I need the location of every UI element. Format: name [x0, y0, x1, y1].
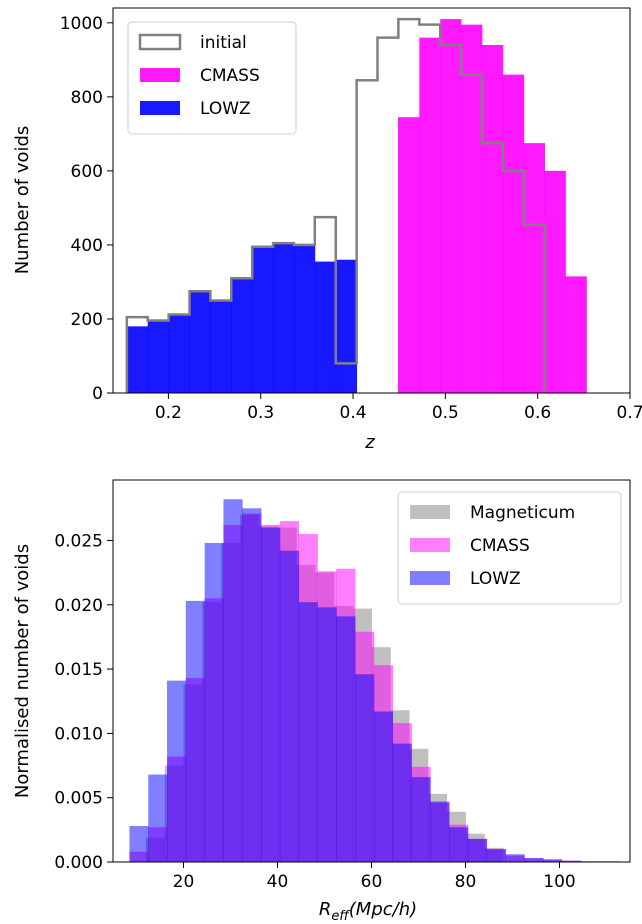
redshift-y-axis-label: Number of voids [12, 126, 33, 275]
y-tick-label: 0 [92, 384, 103, 404]
y-tick-label: 800 [71, 88, 103, 108]
radius-y-axis-label: Normalised number of voids [12, 544, 33, 798]
lowz-bar [336, 616, 356, 862]
lowz-legend-swatch [140, 101, 180, 115]
y-tick-label: 1000 [60, 14, 103, 34]
lowz-bar [167, 680, 187, 862]
lowz-bar [168, 314, 190, 393]
x-tick-label: 0.2 [155, 403, 182, 423]
magneticum-legend-label: Magneticum [470, 503, 575, 523]
radius-x-ticks: 20 40 60 80 100 [173, 862, 576, 892]
lowz-bar [126, 326, 149, 393]
radius-x-axis-label: Reff(Mpc/h) [319, 899, 417, 924]
lowz-bar [486, 849, 506, 862]
lowz-bar [317, 607, 337, 862]
radius-legend: Magneticum CMASS LOWZ [397, 491, 622, 605]
lowz-bar [185, 600, 206, 862]
lowz-bar [373, 711, 394, 862]
x-tick-label: 20 [173, 872, 195, 892]
cmass-legend-label: CMASS [200, 66, 260, 86]
cmass-bar [397, 117, 420, 394]
y-tick-label: 200 [71, 310, 103, 330]
lowz-legend-swatch [410, 571, 450, 585]
cmass-bar [440, 19, 462, 393]
x-tick-label: 40 [267, 872, 289, 892]
lowz-bar [355, 674, 375, 862]
lowz-bar [148, 774, 168, 862]
redshift-histogram: 0.2 0.3 0.4 0.5 0.6 0.7 0 200 400 600 800 1000 z N… [12, 7, 642, 453]
lowz-bar [129, 825, 149, 862]
x-tick-label: 0.7 [616, 403, 642, 423]
lowz-bar [314, 261, 337, 393]
y-tick-label: 600 [71, 162, 103, 182]
y-tick-label: 0.000 [54, 853, 103, 873]
lowz-bar [210, 300, 232, 393]
lowz-legend-label: LOWZ [470, 569, 521, 589]
cmass-legend-label: CMASS [470, 536, 530, 556]
lowz-bar [467, 838, 488, 862]
magneticum-legend-swatch [410, 505, 450, 519]
y-tick-label: 400 [71, 236, 103, 256]
x-tick-label: 0.5 [432, 403, 459, 423]
x-tick-label: 60 [361, 872, 383, 892]
redshift-legend: initial CMASS LOWZ [127, 21, 297, 135]
redshift-x-ticks: 0.2 0.3 0.4 0.5 0.6 0.7 [155, 393, 642, 423]
lowz-bar [252, 246, 274, 393]
redshift-y-ticks: 0 200 400 600 800 1000 [60, 14, 113, 404]
lowz-bar [204, 543, 224, 862]
lowz-bar [505, 854, 525, 862]
y-tick-label: 0.025 [54, 531, 103, 551]
void-radius-histogram: 20 40 60 80 100 0.0000.0050.0100.0150.0200.0… [12, 479, 631, 924]
cmass-bar [523, 143, 546, 393]
lowz-bar [147, 320, 170, 393]
y-tick-label: 0.010 [54, 724, 103, 744]
cmass-bar [481, 45, 504, 394]
lowz-bar [242, 508, 262, 862]
initial-legend-swatch [138, 33, 182, 51]
x-tick-label: 100 [543, 872, 575, 892]
lowz-bar [231, 278, 253, 393]
cmass-bar [565, 276, 587, 393]
lowz-bar [430, 801, 450, 862]
cmass-bar [502, 74, 525, 393]
lowz-bar [273, 243, 295, 393]
lowz-bar [411, 777, 431, 862]
lowz-bar [298, 602, 318, 862]
radius-bars [129, 499, 619, 862]
cmass-bar [461, 24, 483, 393]
redshift-bars [125, 17, 587, 394]
lowz-legend-label: LOWZ [200, 99, 251, 119]
x-tick-label: 0.3 [247, 403, 274, 423]
redshift-x-axis-label: z [364, 432, 375, 453]
y-tick-label: 0.015 [54, 660, 103, 680]
lowz-bar [561, 860, 582, 862]
cmass-bar [419, 37, 441, 393]
lowz-bar [261, 527, 281, 862]
x-tick-label: 0.4 [340, 403, 367, 423]
cmass-legend-swatch [140, 68, 180, 82]
x-tick-label: 80 [455, 872, 477, 892]
redshift-plot-frame [112, 7, 631, 394]
radius-y-ticks: 0.000 0.005 0.010 0.015 0.020 0.025 [54, 531, 113, 873]
lowz-bar [223, 499, 243, 862]
lowz-bar [392, 743, 412, 862]
lowz-bar [279, 550, 300, 862]
lowz-bar [449, 827, 469, 862]
y-tick-label: 0.005 [54, 789, 103, 809]
lowz-bar [335, 259, 358, 393]
lowz-bar [293, 244, 316, 393]
y-tick-label: 0.020 [54, 596, 103, 616]
initial-legend-label: initial [200, 33, 247, 53]
legend-box [397, 491, 622, 605]
cmass-bar [544, 170, 566, 393]
lowz-bar [543, 859, 563, 862]
cmass-legend-swatch [410, 538, 450, 552]
initial-step-outline [125, 17, 546, 393]
x-tick-label: 0.6 [524, 403, 551, 423]
lowz-bar [524, 858, 544, 862]
lowz-bar [189, 291, 211, 393]
